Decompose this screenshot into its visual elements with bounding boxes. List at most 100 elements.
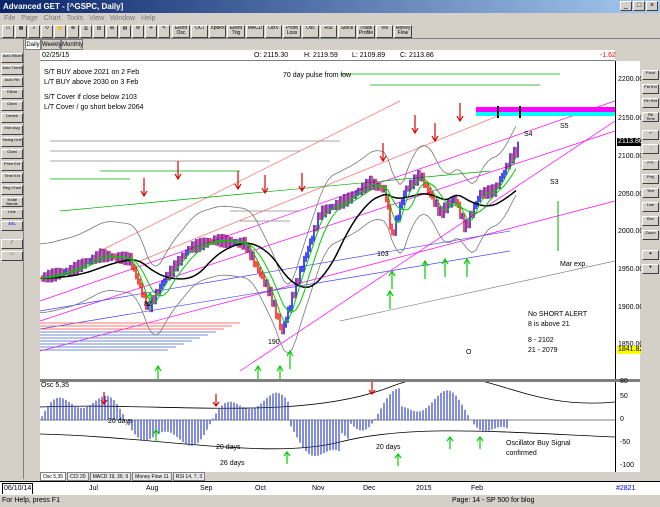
tool-fib-ret[interactable]: Fib Ret <box>642 98 659 108</box>
scroll-down-icon[interactable]: ▼ <box>642 264 659 274</box>
tool-proj[interactable]: Proj <box>642 174 659 184</box>
close-button[interactable]: × <box>646 1 658 11</box>
bars-icon[interactable]: ▥ <box>93 25 105 38</box>
tab-weekly[interactable]: Weekly <box>41 39 62 50</box>
trend-line <box>239 120 615 372</box>
tool-time-ext[interactable]: Time Ext <box>1 173 23 183</box>
oscillator-pane[interactable]: Osc 5,35 20 days 20 days 26 days 20 days… <box>40 382 615 472</box>
refresh-icon[interactable]: ↻ <box>41 25 53 38</box>
tool-box[interactable]: Box <box>642 216 659 226</box>
maximize-button[interactable]: □ <box>633 1 645 11</box>
settings-icon[interactable]: ⚙ <box>132 25 144 38</box>
tool-swing-line[interactable]: Swing Line <box>1 137 23 147</box>
tool-oci[interactable]: OCI <box>191 25 208 38</box>
trend-line <box>40 230 511 312</box>
tab-money-flow[interactable]: Money Flow 11 <box>132 472 172 481</box>
tool-elliott-trig[interactable]: Elliott Trig <box>227 25 245 38</box>
grid-icon[interactable]: ▤ <box>119 25 131 38</box>
tool-rsi[interactable]: RSI <box>320 25 337 38</box>
ma-long-line <box>40 189 517 289</box>
minimize-button[interactable]: _ <box>620 1 632 11</box>
mar-exp-note: Mar exp. <box>560 261 588 268</box>
chart-icon[interactable]: ▦ <box>15 25 27 38</box>
tool-line-right[interactable]: Line <box>642 202 659 212</box>
print-icon[interactable]: ⎙ <box>80 25 92 38</box>
price-tick: 1950.00 <box>618 266 644 273</box>
tool-elliott-osc[interactable]: Elliott Osc <box>172 25 190 38</box>
tab-osc[interactable]: Osc 5,35 <box>40 472 67 481</box>
osc-days-1: 20 days <box>108 418 133 425</box>
bands <box>40 126 517 354</box>
tool-auto-trend[interactable]: Auto Trend <box>1 65 23 75</box>
month-label: 2015 <box>416 485 432 492</box>
down-arrow-head <box>261 187 269 195</box>
menu-file[interactable]: File <box>4 15 16 22</box>
down-arrow-head <box>411 127 419 135</box>
tab-cci[interactable]: CCI 20 <box>67 472 89 481</box>
tool-line[interactable]: Line <box>1 209 23 219</box>
price-chart[interactable]: S/T BUY above 2021 on 2 Feb L/T BUY abov… <box>40 61 615 379</box>
osc-tick: -50 <box>620 439 631 446</box>
tool-box-icon[interactable]: □ <box>1 251 23 261</box>
tool-elliott[interactable]: Elliott <box>1 89 23 99</box>
tab-daily[interactable]: Daily <box>25 39 41 50</box>
tool-macd[interactable]: MACD <box>246 25 264 38</box>
label-82: 82 <box>144 301 152 308</box>
tool-xtl[interactable]: XTL <box>1 221 23 231</box>
osc-sell-arrow-head <box>100 399 108 405</box>
tool-money-flow[interactable]: Money Flow <box>394 25 412 38</box>
tool-mov-avg[interactable]: Mov Avg <box>1 125 23 135</box>
menu-tools[interactable]: Tools <box>66 15 84 22</box>
tool-fib-time[interactable]: Fib Time <box>642 112 659 122</box>
tool-chan[interactable]: Chan <box>1 149 23 159</box>
tool-text[interactable]: Text <box>642 188 659 198</box>
tab-macd[interactable]: MACD 19, 39, 9 <box>89 472 132 481</box>
tool-profit-loss[interactable]: Profit Loss <box>283 25 301 38</box>
tool-wave-icon[interactable]: ≈ <box>642 130 659 140</box>
menu-window[interactable]: Window <box>110 15 136 22</box>
crosshair-icon[interactable]: ✛ <box>145 25 157 38</box>
tool-zoom[interactable]: Zoom <box>642 230 659 240</box>
label-s4: S4 <box>524 131 533 138</box>
tool-vol[interactable]: Vol <box>376 25 393 38</box>
up-arrow-head <box>421 259 429 267</box>
tool-trend-icon[interactable]: ╱ <box>1 239 23 249</box>
tool-xpdex[interactable]: Xpdex <box>209 25 226 38</box>
tab-monthly[interactable]: Monthly <box>61 39 83 50</box>
tool-price-ext[interactable]: Price Ext <box>1 161 23 171</box>
tool-auto-fib[interactable]: Auto Fib <box>1 77 23 87</box>
open-icon[interactable]: ▭ <box>2 25 14 38</box>
tool-fib-ext[interactable]: Fib Ext <box>642 84 659 94</box>
tab-rsi[interactable]: RSI 14, 7, 3 <box>172 472 206 481</box>
osc-tick: -100 <box>620 462 635 469</box>
menu-view[interactable]: View <box>89 15 105 22</box>
menu-help[interactable]: Help <box>141 15 156 22</box>
tool-dmark[interactable]: Dmark <box>1 113 23 123</box>
ma-8-line <box>40 156 517 322</box>
search-icon[interactable]: ⌕ <box>28 25 40 38</box>
pane-separator[interactable] <box>40 379 640 382</box>
date-axis: 06/10/14 Jul Aug Sep Oct Nov Dec 2015 Fe… <box>0 481 660 495</box>
tool-trade-bands[interactable]: Trade Bands <box>1 197 23 207</box>
tool-auto-elliott[interactable]: Auto Elliott <box>1 53 23 63</box>
tool-osc[interactable]: Osc <box>302 25 319 38</box>
down-arrow-head <box>379 155 387 163</box>
tool-trade-profile[interactable]: Trade Profile <box>357 25 375 38</box>
tool-pivot[interactable]: Pivot <box>642 70 659 80</box>
tool-obv[interactable]: OBV <box>265 25 282 38</box>
scroll-up-icon[interactable]: ▲ <box>642 250 659 260</box>
tool-arrow-icon[interactable]: → <box>642 144 659 154</box>
menu-chart[interactable]: Chart <box>43 15 61 22</box>
tool-pti[interactable]: PTI <box>642 160 659 170</box>
window-title-bar: Advanced GET - [^GSPC, Daily] <box>0 0 660 13</box>
draw-icon[interactable]: ✎ <box>158 25 170 38</box>
tool-stock[interactable]: Stock <box>338 25 356 38</box>
ruler-icon[interactable]: ⊞ <box>106 25 118 38</box>
menu-page[interactable]: Page <box>21 15 38 22</box>
tool-reg-chan[interactable]: Reg Chan <box>1 185 23 195</box>
zoom-icon[interactable]: ⊕ <box>67 25 79 38</box>
hand-icon[interactable]: ✋ <box>54 25 66 38</box>
left-toolbar: Auto Elliott Auto Trend Auto Fib Elliott… <box>0 39 24 479</box>
right-toolbar: Pivot Fib Ext Fib Ret Fib Time ≈ → PTI P… <box>641 50 660 480</box>
tool-gann[interactable]: Gann <box>1 101 23 111</box>
